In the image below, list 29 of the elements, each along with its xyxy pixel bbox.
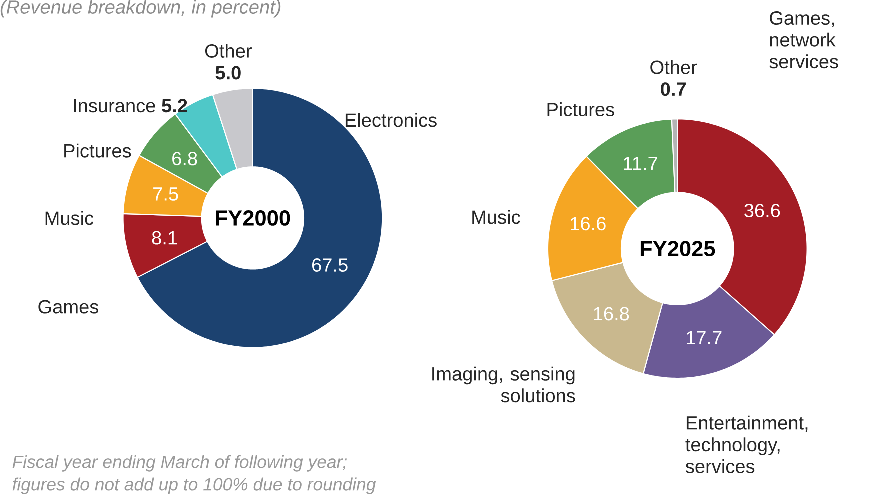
slice-label: Music (472, 210, 520, 224)
data-label: 7.5 (154, 187, 178, 201)
slice-label: Other (205, 44, 252, 58)
data-label: 17.7 (687, 331, 722, 344)
slice-label: Insurance (74, 99, 156, 113)
data-label: 67.5 (312, 258, 348, 272)
data-label: 5.2 (162, 98, 188, 113)
text: FY2025 (640, 240, 716, 256)
slice-label: Other (650, 60, 698, 74)
slice-label: Electronics (346, 113, 437, 128)
slice-label: Pictures (64, 144, 132, 158)
data-label: 16.6 (571, 217, 606, 231)
data-label: 5.0 (216, 66, 241, 80)
data-label: 11.7 (624, 156, 658, 170)
data-label: 8.1 (152, 231, 178, 245)
slice-label: Pictures (548, 102, 614, 116)
data-label: 6.8 (172, 152, 198, 166)
slice-label: Games, network services (770, 11, 838, 68)
text: FY2000 (216, 210, 290, 226)
slice-label: Entertainment, technology, services (686, 416, 808, 474)
text: Fiscal year ending March of following year; (12, 455, 347, 472)
slice-label: Games (38, 300, 98, 314)
slice-label: Imaging, sensing solutions (432, 366, 576, 402)
text: figures do not add up to 100% due to rounding (12, 478, 376, 494)
data-label: 0.7 (661, 82, 686, 96)
data-label: 36.6 (744, 204, 780, 218)
slice-label: Music (46, 211, 94, 226)
text: (Revenue breakdown, in percent) (0, 0, 281, 18)
data-label: 16.8 (594, 307, 630, 321)
